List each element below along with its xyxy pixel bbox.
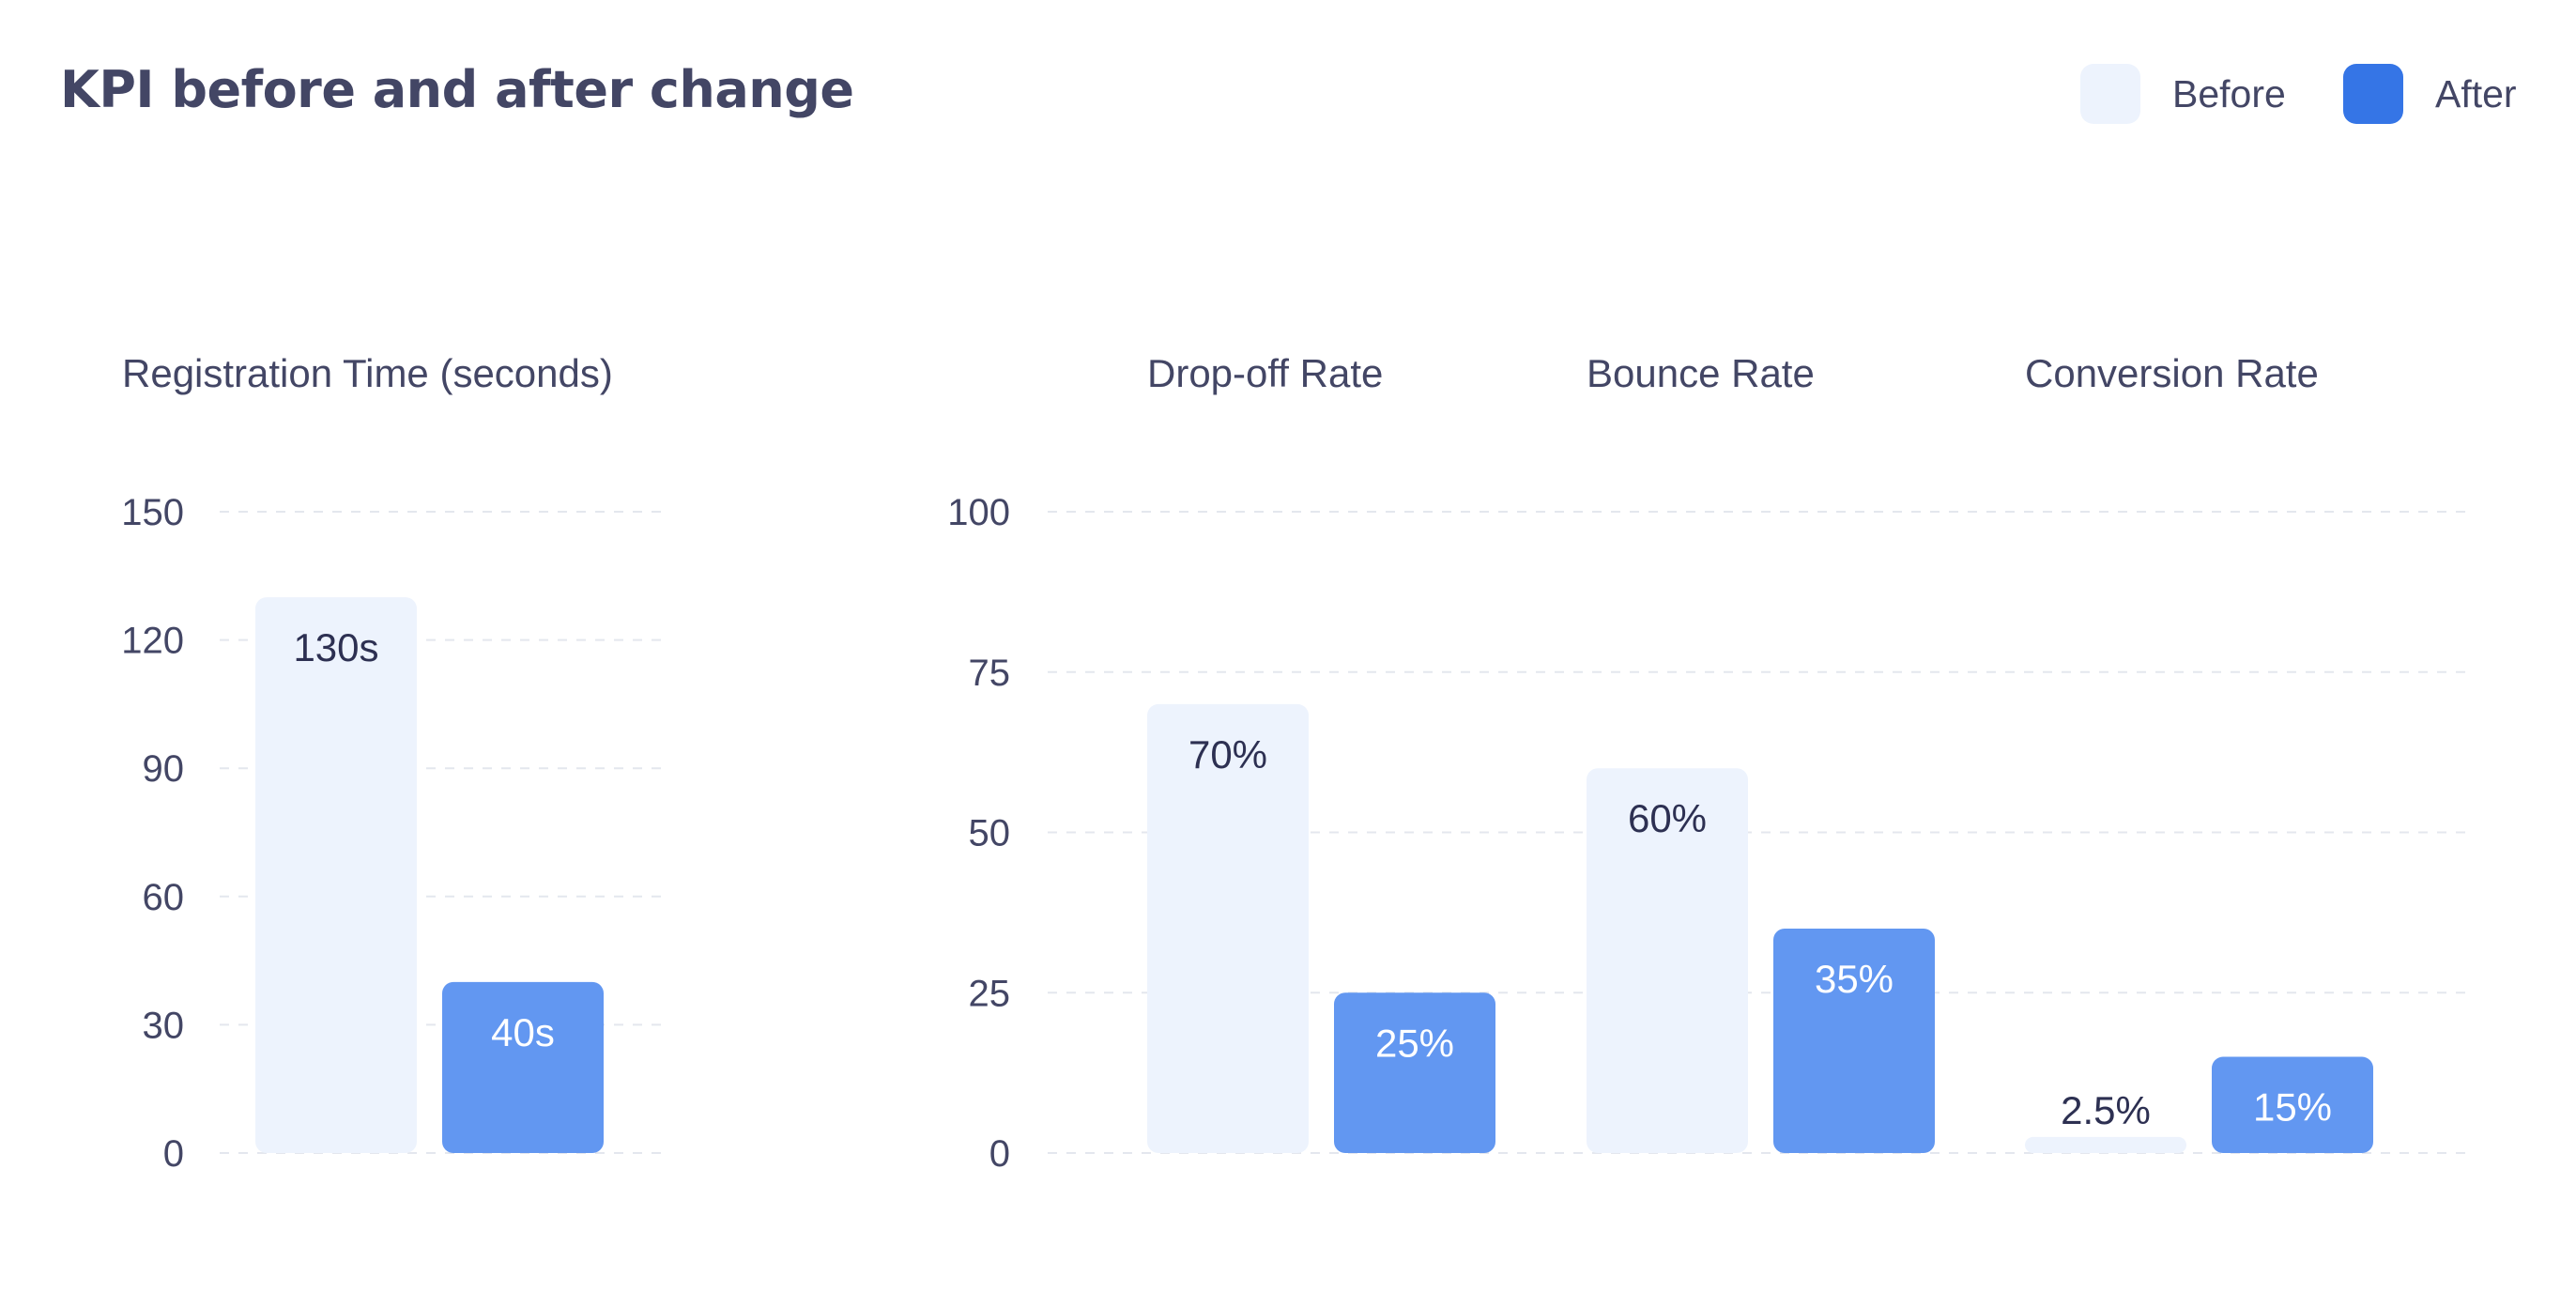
bar-after: [2212, 1056, 2373, 1153]
data-label-before: 130s: [293, 625, 378, 669]
category-label: Registration Time (seconds): [122, 351, 613, 395]
y-tick-label: 0: [163, 1133, 184, 1175]
category-label: Conversion Rate: [2025, 351, 2319, 395]
bar-before: [2025, 1136, 2186, 1153]
data-label-after: 35%: [1815, 957, 1894, 1001]
bar-before: [1587, 768, 1748, 1153]
y-tick-label: 75: [969, 653, 1011, 694]
data-label-before: 60%: [1628, 796, 1707, 840]
bar-after: [442, 981, 604, 1153]
legend-item-after: After: [2343, 64, 2517, 124]
data-label-before: 70%: [1188, 732, 1267, 777]
bar-after: [1773, 928, 1935, 1153]
y-tick-label: 90: [143, 748, 185, 790]
bar-before: [255, 597, 417, 1153]
bar-after: [1334, 992, 1495, 1153]
y-tick-label: 50: [969, 813, 1011, 854]
data-label-before: 2.5%: [2061, 1088, 2151, 1132]
y-tick-label: 25: [969, 973, 1011, 1014]
legend-swatch-before: [2080, 64, 2140, 124]
category-label: Drop-off Rate: [1147, 351, 1383, 395]
y-tick-label: 120: [121, 621, 184, 662]
data-label-after: 15%: [2253, 1085, 2332, 1130]
legend-swatch-after: [2343, 64, 2403, 124]
data-label-after: 25%: [1375, 1021, 1454, 1065]
y-tick-label: 30: [143, 1005, 185, 1046]
legend-label-after: After: [2435, 71, 2517, 115]
y-tick-label: 0: [989, 1133, 1010, 1175]
legend-label-before: Before: [2172, 71, 2286, 115]
y-tick-label: 150: [121, 492, 184, 533]
legend-item-before: Before: [2080, 64, 2286, 124]
chart-title: KPI before and after change: [60, 60, 854, 119]
category-label: Bounce Rate: [1587, 351, 1815, 395]
y-tick-label: 60: [143, 877, 185, 918]
bar-before: [1147, 703, 1309, 1153]
data-label-after: 40s: [491, 1010, 555, 1054]
y-tick-label: 100: [947, 492, 1010, 533]
